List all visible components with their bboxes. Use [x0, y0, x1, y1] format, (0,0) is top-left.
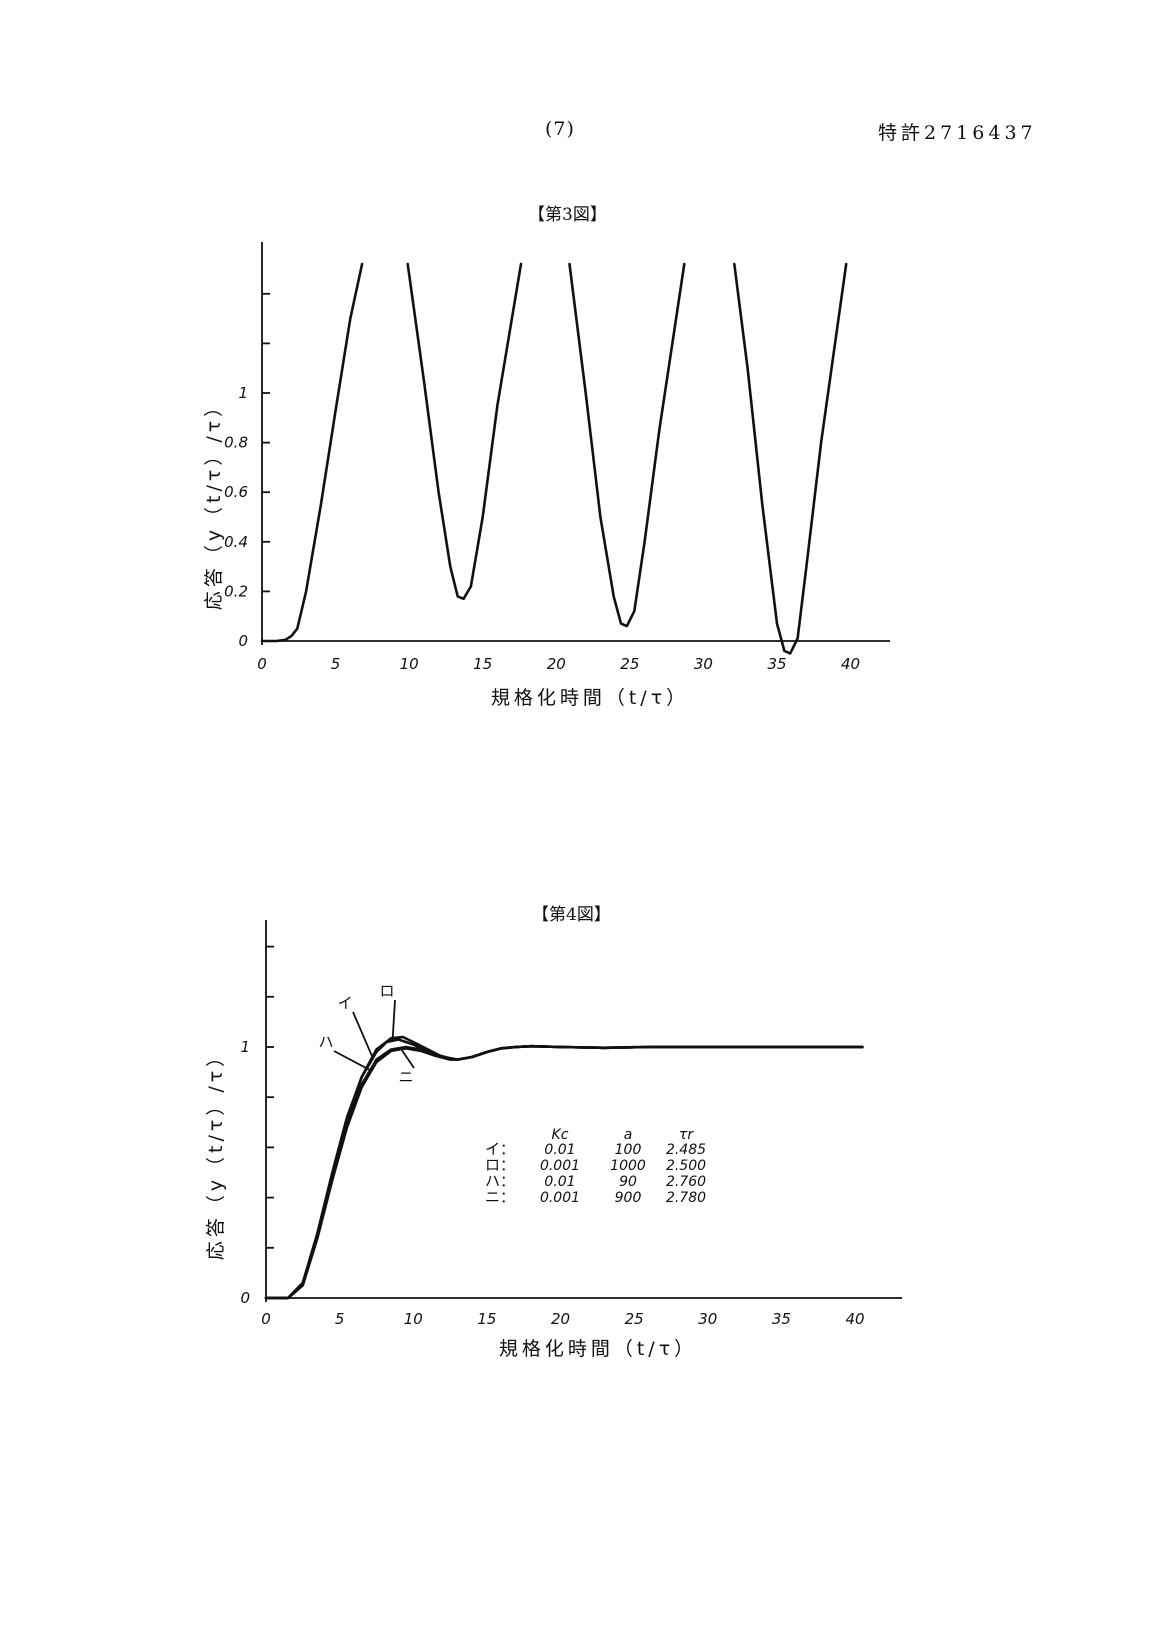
x-tick-label: 20 — [551, 1310, 570, 1328]
x-axis-title: 規格化時間（t/τ） — [491, 687, 689, 709]
y-tick-label: 0.6 — [224, 483, 248, 501]
table-tr: 2.760 — [666, 1174, 706, 1190]
x-tick-label: 10 — [400, 655, 419, 673]
table-tr: 2.780 — [666, 1190, 706, 1206]
table-row-label: ロ： — [485, 1156, 515, 1174]
x-tick-label: 10 — [404, 1310, 423, 1328]
x-axis-title: 規格化時間（t/τ） — [499, 1338, 697, 1360]
series-label-イ: イ — [337, 994, 352, 1012]
table-kc: 0.001 — [540, 1190, 580, 1206]
x-tick-label: 15 — [473, 655, 492, 673]
series-leader-line — [400, 1049, 415, 1069]
x-tick-label: 40 — [845, 1310, 864, 1328]
series-leader-line — [391, 999, 396, 1040]
response-curve-segment — [568, 262, 686, 628]
x-tick-label: 30 — [698, 1310, 717, 1328]
table-row-label: ニ： — [485, 1188, 515, 1206]
x-tick-label: 5 — [335, 1310, 345, 1328]
table-a: 90 — [619, 1174, 637, 1190]
x-tick-label: 40 — [841, 655, 860, 673]
x-tick-label: 15 — [477, 1310, 496, 1328]
x-tick-label: 0 — [261, 1310, 271, 1328]
table-row-label: ハ： — [485, 1172, 515, 1190]
y-tick-label: 0.8 — [224, 434, 248, 452]
table-a: 900 — [615, 1190, 642, 1206]
x-tick-label: 5 — [331, 655, 341, 673]
y-tick-label: 0 — [240, 1289, 250, 1307]
y-tick-label: 0.2 — [224, 582, 248, 600]
series-label-ロ: ロ — [379, 982, 394, 1000]
x-tick-label: 25 — [625, 1310, 644, 1328]
table-tr: 2.485 — [666, 1142, 706, 1158]
y-axis-title: 応答（y（t/τ）/τ） — [203, 394, 225, 610]
table-tr: 2.500 — [666, 1158, 706, 1174]
page-number: (7) — [545, 118, 575, 140]
response-curve-segment — [406, 262, 523, 601]
figure-3-title: 【第3図】 — [528, 205, 607, 225]
table-kc: 0.01 — [544, 1142, 575, 1158]
response-curve-segment — [260, 262, 364, 643]
y-tick-label: 0.4 — [224, 533, 248, 551]
table-a: 1000 — [610, 1158, 646, 1174]
y-axis-title: 応答（y（t/τ）/τ） — [205, 1044, 227, 1260]
table-header: a — [624, 1127, 633, 1143]
figure-3-chart: 00.20.40.60.810 5 10 15 20 25 30 35 40規格化時間（t/τ）… — [203, 242, 890, 709]
x-tick-label: 20 — [547, 655, 566, 673]
figure-4-title: 【第4図】 — [532, 905, 611, 925]
x-tick-label: 35 — [772, 1310, 791, 1328]
y-tick-label: 0 — [238, 632, 248, 650]
series-label-ハ: ハ — [318, 1033, 333, 1051]
table-header: Kc — [552, 1127, 569, 1143]
y-tick-label: 1 — [240, 1038, 250, 1056]
x-tick-label: 35 — [767, 655, 786, 673]
series-label-ニ: ニ — [398, 1068, 413, 1086]
table-kc: 0.01 — [544, 1174, 575, 1190]
x-tick-label: 30 — [694, 655, 713, 673]
x-tick-label: 25 — [620, 655, 639, 673]
response-curve-segment — [733, 262, 848, 655]
x-tick-label: 0 — [257, 655, 267, 673]
patent-number: 特許2716437 — [878, 122, 1037, 144]
table-kc: 0.001 — [540, 1158, 580, 1174]
table-header: τr — [679, 1127, 694, 1143]
table-a: 100 — [615, 1142, 642, 1158]
series-leader-line — [352, 1011, 375, 1060]
response-curve-ニ — [264, 1044, 864, 1300]
y-tick-label: 1 — [238, 384, 248, 402]
table-row-label: イ： — [485, 1140, 515, 1158]
series-leader-line — [333, 1050, 370, 1071]
